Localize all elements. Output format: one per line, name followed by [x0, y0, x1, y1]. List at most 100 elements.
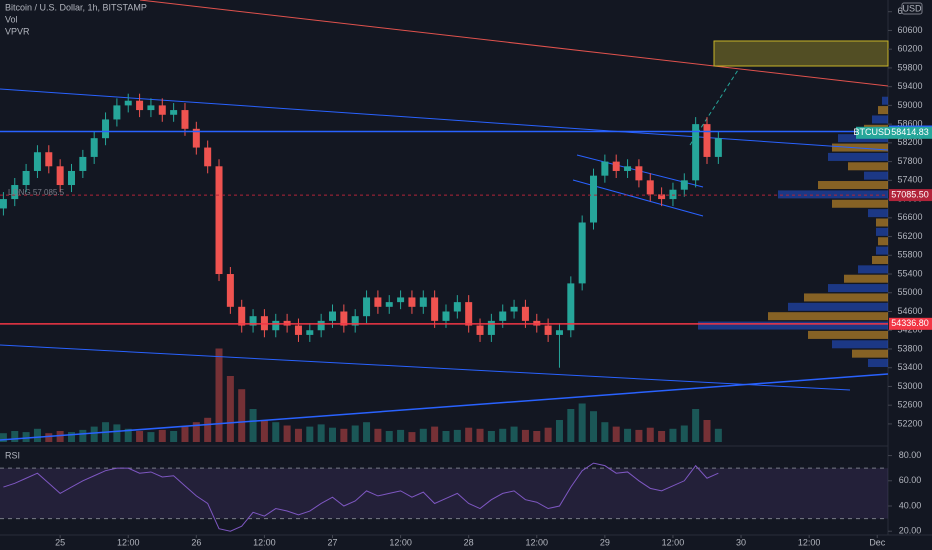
- candle-body: [680, 180, 688, 190]
- y-tick-label: 53000: [897, 381, 922, 391]
- candle-body: [192, 128, 200, 148]
- volume-bar: [442, 431, 450, 442]
- candle-body: [272, 320, 280, 331]
- candle-body: [363, 297, 371, 317]
- candle-body: [453, 302, 461, 312]
- volume-bar: [113, 424, 121, 442]
- y-tick-label: 52600: [897, 400, 922, 410]
- volume-bar: [567, 409, 575, 442]
- last-price-value: 58414.83: [891, 127, 929, 137]
- candle-body: [692, 124, 700, 181]
- volume-bar: [215, 348, 223, 442]
- y-tick-label: 55800: [897, 250, 922, 260]
- trend-line: [0, 88, 889, 151]
- price-line-label: 54336.80: [891, 318, 929, 328]
- volume-bar: [624, 428, 632, 442]
- candle-body: [510, 306, 518, 312]
- volume-bar: [533, 431, 541, 442]
- candle-body: [102, 119, 110, 139]
- volume-bar: [476, 428, 484, 442]
- volume-profile-bar: [878, 237, 888, 246]
- volume-bar: [226, 376, 234, 442]
- candle-body: [442, 311, 450, 321]
- x-tick-label: 12:00: [389, 537, 412, 547]
- volume-bar: [22, 432, 30, 442]
- y-tick-label: 58200: [897, 137, 922, 147]
- candle-body: [317, 320, 325, 331]
- candle-body: [567, 283, 575, 331]
- candle-body: [215, 166, 223, 275]
- candle-body: [555, 330, 563, 335]
- candle-body: [431, 297, 439, 321]
- volume-bar: [669, 428, 677, 442]
- volume-profile-bar: [882, 96, 888, 105]
- volume-bar: [249, 409, 257, 442]
- candle-body: [521, 306, 529, 321]
- candle-body: [181, 110, 189, 129]
- candle-body: [158, 105, 166, 115]
- volume-bar: [306, 426, 314, 442]
- volume-bar: [374, 428, 382, 442]
- volume-bar: [612, 426, 620, 442]
- volume-bar: [329, 427, 337, 442]
- volume-bar: [397, 429, 405, 442]
- candle-body: [113, 105, 121, 120]
- x-tick-label: 12:00: [253, 537, 276, 547]
- volume-bar: [283, 425, 291, 442]
- volume-bar: [363, 422, 371, 442]
- volume-bar: [45, 433, 53, 442]
- price-line-label: 57085.50: [891, 189, 929, 199]
- candle-body: [329, 311, 337, 321]
- volume-profile-bar: [804, 293, 888, 302]
- rsi-band-fill: [0, 468, 888, 519]
- volume-bar: [521, 429, 529, 442]
- volume-profile-bar: [876, 227, 888, 236]
- candles-layer: [0, 93, 888, 368]
- candle-body: [590, 175, 598, 223]
- price-line-tag: [889, 189, 932, 202]
- volume-bar: [67, 432, 75, 442]
- candle-body: [578, 222, 586, 284]
- volume-profile-bar: [868, 209, 888, 218]
- candle-body: [385, 302, 393, 307]
- volume-profile-bar: [852, 349, 888, 358]
- y-tick-label: 55000: [897, 287, 922, 297]
- volume-bar: [170, 431, 178, 442]
- rsi-title: RSI: [5, 450, 20, 460]
- volume-bar: [260, 420, 268, 442]
- position-label: LONG 57 085.5: [8, 188, 65, 197]
- candle-body: [499, 311, 507, 321]
- volume-profile-bar: [832, 199, 888, 208]
- volume-bar: [578, 403, 586, 442]
- candle-body: [465, 302, 473, 326]
- volume-bar: [692, 409, 700, 442]
- y-tick-label: 59400: [897, 81, 922, 91]
- volume-bar: [453, 429, 461, 442]
- volume-profile-bar: [878, 106, 888, 115]
- volume-bar: [465, 427, 473, 442]
- rsi-layer: 20.00 40.00 60.00 80.00: [0, 450, 921, 536]
- candle-body: [351, 316, 359, 326]
- candle-body: [658, 194, 666, 200]
- volume-profile-bar: [864, 171, 888, 180]
- candle-body: [374, 297, 382, 307]
- x-tick-label: 12:00: [798, 537, 821, 547]
- candle-body: [635, 166, 643, 181]
- x-tick-label: 12:00: [662, 537, 685, 547]
- candle-body: [238, 306, 246, 326]
- candle-body: [33, 152, 41, 171]
- y-tick-label: 52200: [897, 418, 922, 428]
- currency-box: [901, 2, 923, 15]
- rsi-tick-label: 20.00: [899, 526, 922, 536]
- candle-body: [45, 152, 53, 167]
- y-tick-label: 55400: [897, 268, 922, 278]
- volume-profile-bar: [832, 340, 888, 349]
- volume-profile-bar: [844, 274, 888, 283]
- candle-body: [601, 161, 609, 176]
- candle-body: [624, 166, 632, 171]
- candle-body: [204, 147, 212, 167]
- volume-bar: [294, 428, 302, 442]
- volume-profile-bar: [788, 302, 888, 311]
